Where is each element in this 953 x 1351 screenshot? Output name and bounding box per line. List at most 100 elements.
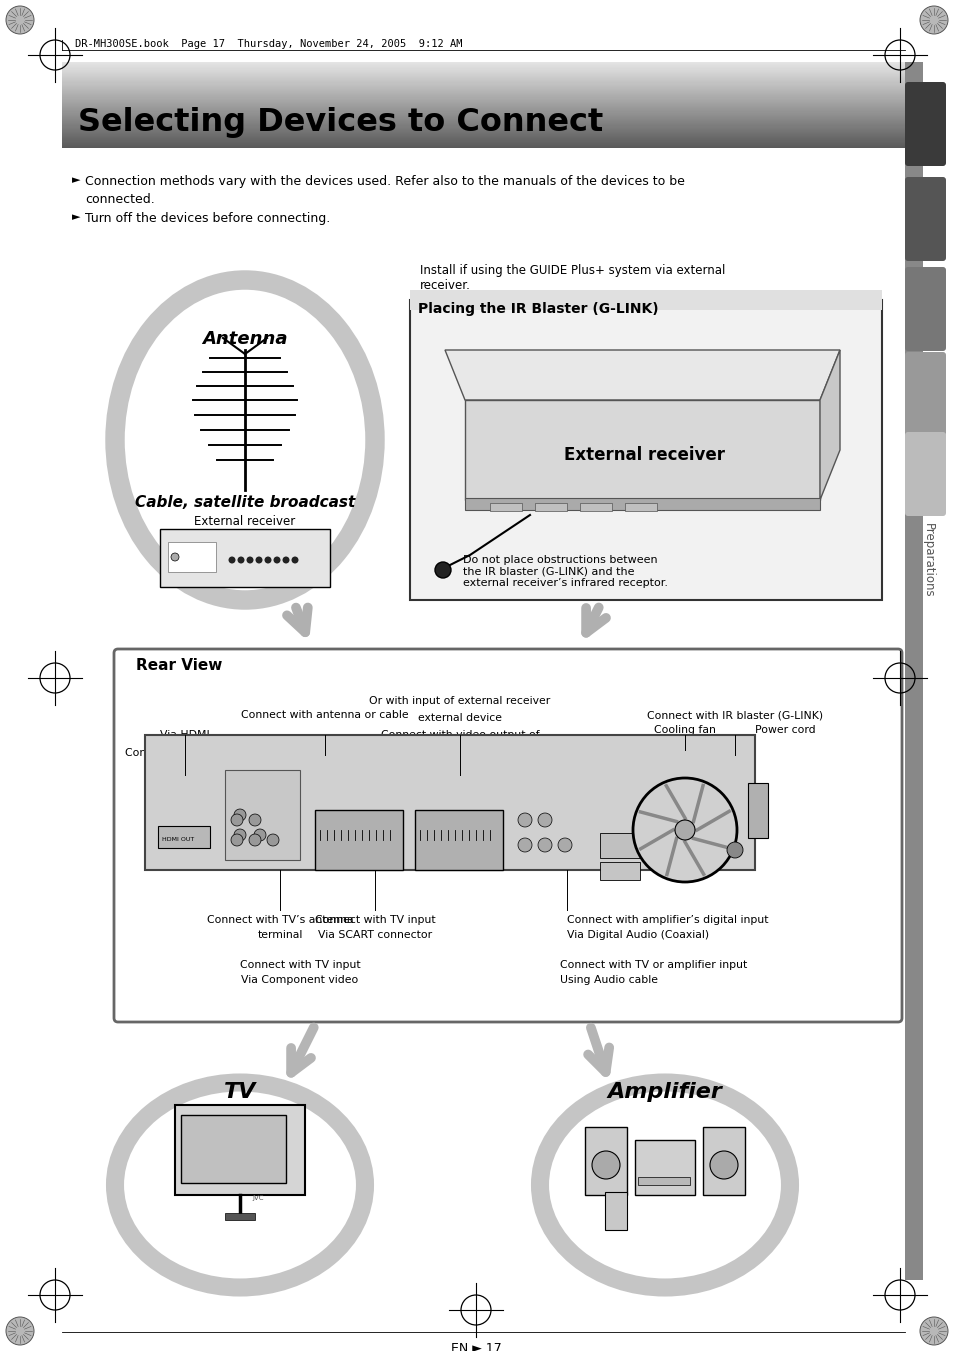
Circle shape: [274, 557, 280, 563]
Text: Connect with amplifier’s digital input: Connect with amplifier’s digital input: [566, 915, 768, 925]
Circle shape: [249, 815, 261, 825]
Bar: [225, 1213, 254, 1220]
Bar: [464, 499, 820, 509]
FancyBboxPatch shape: [113, 648, 901, 1021]
Bar: [314, 811, 402, 870]
FancyBboxPatch shape: [904, 432, 945, 516]
Text: Using Audio cable: Using Audio cable: [559, 975, 658, 985]
Bar: [747, 784, 767, 838]
Bar: [638, 1177, 689, 1185]
Text: Turn off the devices before connecting.: Turn off the devices before connecting.: [85, 212, 330, 226]
Text: TV: TV: [224, 1082, 256, 1102]
Circle shape: [633, 778, 737, 882]
Circle shape: [255, 557, 262, 563]
Text: Install if using the GUIDE Plus+ system via external
receiver.: Install if using the GUIDE Plus+ system …: [419, 263, 724, 292]
Circle shape: [435, 562, 451, 578]
Bar: [415, 811, 502, 870]
Circle shape: [171, 553, 179, 561]
Text: HDMI OUT: HDMI OUT: [162, 838, 194, 842]
Bar: [904, 62, 923, 1279]
Bar: [181, 1115, 286, 1183]
FancyBboxPatch shape: [904, 177, 945, 261]
Circle shape: [919, 5, 947, 34]
Bar: [604, 1192, 626, 1229]
Circle shape: [246, 557, 253, 563]
Text: ►: ►: [71, 176, 80, 185]
Text: External receiver: External receiver: [194, 515, 295, 528]
Text: Cable, satellite broadcast: Cable, satellite broadcast: [134, 494, 355, 509]
Text: Connect with TV or amplifier input: Connect with TV or amplifier input: [559, 961, 746, 970]
FancyBboxPatch shape: [160, 530, 330, 586]
Text: Or with input of external receiver: Or with input of external receiver: [369, 696, 550, 707]
Circle shape: [292, 557, 298, 563]
Bar: [579, 503, 612, 511]
Bar: [145, 735, 754, 870]
Circle shape: [237, 557, 244, 563]
Circle shape: [537, 838, 552, 852]
Circle shape: [229, 557, 235, 563]
Circle shape: [282, 557, 289, 563]
Text: terminal: terminal: [257, 929, 302, 940]
Bar: [490, 503, 521, 511]
Bar: [584, 1127, 626, 1196]
Text: Connect with TV’s antenna: Connect with TV’s antenna: [207, 915, 353, 925]
Ellipse shape: [539, 1082, 789, 1288]
Text: JVC: JVC: [252, 1196, 263, 1201]
FancyBboxPatch shape: [410, 300, 882, 600]
Bar: [225, 770, 299, 861]
Text: Via SCART connector: Via SCART connector: [317, 929, 432, 940]
Bar: [599, 834, 639, 858]
Circle shape: [517, 838, 532, 852]
Text: Connect with video output of: Connect with video output of: [380, 730, 538, 740]
Text: EN ► 17: EN ► 17: [450, 1342, 501, 1351]
FancyBboxPatch shape: [904, 267, 945, 351]
Circle shape: [249, 834, 261, 846]
Circle shape: [264, 557, 272, 563]
Circle shape: [233, 809, 246, 821]
Bar: [535, 503, 566, 511]
Bar: [599, 862, 639, 880]
Circle shape: [919, 1317, 947, 1346]
Text: Rear View: Rear View: [136, 658, 222, 673]
Text: Antenna: Antenna: [202, 330, 288, 349]
Text: Cooling fan: Cooling fan: [654, 725, 715, 735]
Text: Do not place obstructions between
the IR blaster (G-LINK) and the
external recei: Do not place obstructions between the IR…: [462, 555, 667, 588]
Circle shape: [231, 815, 243, 825]
Circle shape: [6, 5, 34, 34]
Bar: [168, 542, 215, 571]
Bar: [410, 290, 882, 309]
Ellipse shape: [115, 280, 375, 600]
Bar: [464, 400, 820, 500]
FancyBboxPatch shape: [904, 82, 945, 166]
Text: Amplifier: Amplifier: [607, 1082, 721, 1102]
Text: Connection methods vary with the devices used. Refer also to the manuals of the : Connection methods vary with the devices…: [85, 176, 684, 188]
FancyBboxPatch shape: [904, 353, 945, 436]
Text: connected.: connected.: [85, 193, 154, 205]
Bar: [624, 503, 657, 511]
Bar: [702, 1127, 744, 1196]
Bar: [174, 1105, 305, 1196]
Text: Connect with antenna or cable: Connect with antenna or cable: [241, 711, 409, 720]
Bar: [158, 825, 210, 848]
Circle shape: [253, 830, 266, 842]
Text: DR-MH300SE.book  Page 17  Thursday, November 24, 2005  9:12 AM: DR-MH300SE.book Page 17 Thursday, Novemb…: [75, 39, 462, 49]
Circle shape: [537, 813, 552, 827]
Circle shape: [6, 1317, 34, 1346]
Text: Via Component video: Via Component video: [241, 975, 358, 985]
Circle shape: [267, 834, 278, 846]
Text: Connect with TV input: Connect with TV input: [125, 748, 245, 758]
Text: external device: external device: [417, 713, 501, 723]
Text: Placing the IR Blaster (G-LINK): Placing the IR Blaster (G-LINK): [417, 303, 658, 316]
Circle shape: [709, 1151, 738, 1179]
Circle shape: [726, 842, 742, 858]
Text: Connect with TV input: Connect with TV input: [239, 961, 360, 970]
Ellipse shape: [115, 1082, 365, 1288]
Text: Via HDMI: Via HDMI: [160, 730, 210, 740]
Text: Connect with TV input: Connect with TV input: [314, 915, 435, 925]
Circle shape: [675, 820, 695, 840]
Polygon shape: [444, 350, 840, 400]
Circle shape: [592, 1151, 619, 1179]
Circle shape: [231, 834, 243, 846]
Text: ►: ►: [71, 212, 80, 222]
Text: Selecting Devices to Connect: Selecting Devices to Connect: [78, 107, 602, 138]
